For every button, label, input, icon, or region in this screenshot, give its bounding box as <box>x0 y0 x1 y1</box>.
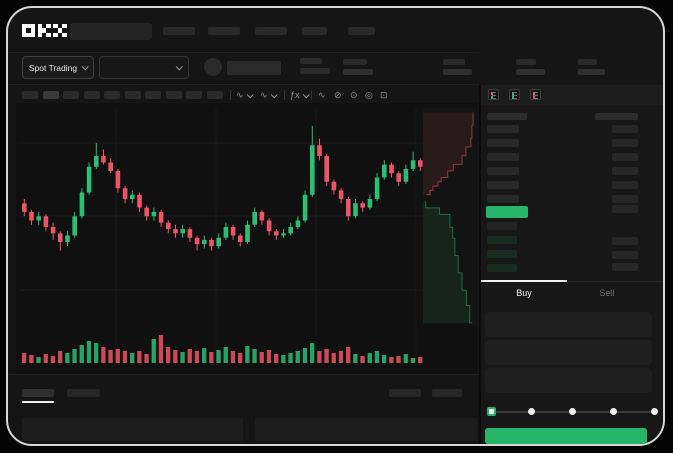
candlestick-canvas[interactable] <box>20 108 424 368</box>
stat-label-4 <box>578 59 597 65</box>
ask-amount-row-5[interactable] <box>612 181 638 189</box>
timeframe-button-1[interactable] <box>22 91 38 99</box>
timeframe-button-2[interactable] <box>42 91 59 99</box>
bid-price-row-2[interactable] <box>487 236 517 244</box>
slider-step-3[interactable] <box>610 408 617 415</box>
last-price-badge[interactable] <box>486 206 528 218</box>
ask-price-row-4[interactable] <box>487 167 519 175</box>
orders-table-row-1 <box>22 418 243 441</box>
okx-logo-letter <box>53 24 67 38</box>
orders-table-row-2 <box>255 418 477 441</box>
ask-amount-row-2[interactable] <box>612 139 638 147</box>
nav-item-1[interactable] <box>163 27 195 35</box>
candle-style-icon[interactable]: ∿ <box>236 90 254 100</box>
bottom-action-1[interactable] <box>389 389 421 397</box>
book-asks-icon[interactable] <box>530 89 541 100</box>
timeframe-button-9[interactable] <box>186 91 202 99</box>
tab-sell[interactable]: Sell <box>599 288 615 298</box>
amount-input[interactable] <box>485 340 652 365</box>
last-price-placeholder <box>300 58 322 64</box>
stat-label-3 <box>516 59 536 65</box>
stat-value-1 <box>343 69 373 75</box>
bottom-tab-indicator <box>22 401 54 403</box>
toolbar-divider <box>311 90 312 100</box>
nav-item-2[interactable] <box>208 27 240 35</box>
active-tab-indicator <box>481 280 567 282</box>
market-type-dropdown[interactable]: Spot Trading <box>22 56 94 79</box>
ask-price-row-1[interactable] <box>487 125 519 133</box>
book-both-icon[interactable] <box>488 89 499 100</box>
ask-price-row-6[interactable] <box>487 195 519 203</box>
chart-type-icon[interactable]: ∿ <box>260 90 278 100</box>
stat-value-4 <box>578 69 605 75</box>
okx-logo-letter <box>37 24 51 38</box>
fullscreen-icon[interactable]: ⊡ <box>380 90 388 100</box>
total-input[interactable] <box>485 368 652 393</box>
ask-price-row-5[interactable] <box>487 181 519 189</box>
ask-amount-row-1[interactable] <box>612 125 638 133</box>
timeframe-button-5[interactable] <box>104 91 120 99</box>
bid-amount-row-1[interactable] <box>612 237 638 245</box>
chevron-down-icon <box>175 63 183 71</box>
wave-icon[interactable]: ∿ <box>318 90 326 100</box>
timeframe-button-10[interactable] <box>206 91 223 99</box>
tab-buy[interactable]: Buy <box>516 288 532 298</box>
stat-value-3 <box>516 69 545 75</box>
bid-price-row-3[interactable] <box>487 250 517 258</box>
settings-icon[interactable]: ◎ <box>365 90 373 100</box>
slider-step-4[interactable] <box>651 408 658 415</box>
app-window: Spot Trading Buy Sell ∿ ∿ ƒx ∿ ⊘ ⊙ ◎ ⊡ <box>6 6 665 446</box>
ask-amount-row-3[interactable] <box>612 153 638 161</box>
chevron-down-icon <box>81 63 89 71</box>
timeframe-button-6[interactable] <box>124 91 141 99</box>
camera-icon[interactable]: ⊙ <box>350 90 358 100</box>
pair-name-placeholder <box>227 61 281 75</box>
bottom-tab-open-orders[interactable] <box>22 389 54 397</box>
okx-logo-letter <box>22 24 36 38</box>
orderbook-toolbar <box>481 85 663 105</box>
coin-avatar <box>204 58 222 76</box>
pair-selector-dropdown[interactable] <box>99 56 189 79</box>
slider-step-2[interactable] <box>569 408 576 415</box>
price-input[interactable] <box>485 312 652 337</box>
okx-logo[interactable] <box>22 24 67 38</box>
buy-submit-button[interactable] <box>485 428 647 444</box>
bottom-tab-history[interactable] <box>67 389 100 397</box>
stat-value-2 <box>443 69 472 75</box>
price-change-placeholder <box>300 68 330 74</box>
timeframe-button-3[interactable] <box>63 91 79 99</box>
bid-amount-row-3[interactable] <box>612 263 638 271</box>
ask-price-row-2[interactable] <box>487 139 519 147</box>
timeframe-button-8[interactable] <box>165 91 182 99</box>
stat-label-1 <box>343 59 367 65</box>
slider-step-1[interactable] <box>528 408 535 415</box>
ask-amount-row-6[interactable] <box>612 195 638 203</box>
book-bids-icon[interactable] <box>509 89 520 100</box>
nav-item-3[interactable] <box>255 27 287 35</box>
stat-label-2 <box>443 59 465 65</box>
bid-amount-row-2[interactable] <box>612 251 638 259</box>
market-type-label: Spot Trading <box>28 62 78 73</box>
toolbar-divider <box>230 90 231 100</box>
ask-price-row-3[interactable] <box>487 153 519 161</box>
ask-amount-row-4[interactable] <box>612 167 638 175</box>
order-panel: Buy Sell <box>479 85 663 444</box>
toolbar-divider <box>284 90 285 100</box>
price-chart[interactable] <box>16 103 478 374</box>
nav-item-5[interactable] <box>348 27 375 35</box>
depth-chart[interactable] <box>423 108 478 325</box>
nav-item-4[interactable] <box>302 27 327 35</box>
orderbook-header-amount <box>595 113 638 120</box>
search-bar[interactable] <box>70 23 152 40</box>
orderbook-header-price <box>487 113 527 120</box>
bid-price-row-4[interactable] <box>487 264 517 272</box>
ask-amount-row-7[interactable] <box>612 205 638 213</box>
bid-price-row-1[interactable] <box>487 222 517 230</box>
timeframe-button-7[interactable] <box>145 91 161 99</box>
slider-handle[interactable] <box>487 407 496 416</box>
bottom-action-2[interactable] <box>432 389 462 397</box>
indicators-icon[interactable]: ƒx <box>290 90 310 100</box>
timeframe-button-4[interactable] <box>83 91 100 99</box>
compare-icon[interactable]: ⊘ <box>334 90 342 100</box>
